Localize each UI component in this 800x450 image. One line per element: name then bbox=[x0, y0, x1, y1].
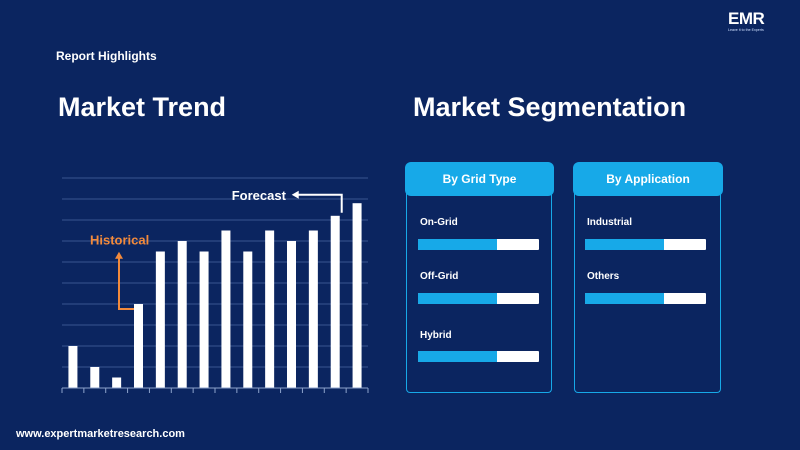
market-trend-title: Market Trend bbox=[58, 92, 227, 122]
segment-item-bar bbox=[418, 351, 539, 362]
segment-item-label: Hybrid bbox=[420, 330, 452, 341]
market-trend-chart: Historical Forecast bbox=[61, 177, 369, 393]
chart-bar bbox=[68, 346, 78, 388]
emr-logo: EMR Leave it to the Experts bbox=[728, 10, 778, 38]
segment-item-label: On-Grid bbox=[420, 217, 458, 228]
report-highlights-label: Report Highlights bbox=[56, 49, 157, 63]
segment-item-bar-fill bbox=[585, 239, 664, 250]
market-segmentation-title: Market Segmentation bbox=[413, 92, 687, 122]
segment-item-label: Off-Grid bbox=[420, 271, 459, 282]
segment-item-bar bbox=[418, 293, 539, 304]
logo-tagline: Leave it to the Experts bbox=[728, 28, 764, 32]
chart-bar bbox=[90, 367, 100, 388]
segment-header-grid-type: By Grid Type bbox=[405, 162, 554, 196]
chart-bar bbox=[243, 251, 253, 388]
segment-header-application: By Application bbox=[573, 162, 723, 196]
segment-item-label: Others bbox=[587, 271, 620, 282]
chart-bar bbox=[155, 251, 165, 388]
segment-item-bar bbox=[585, 293, 706, 304]
chart-bar bbox=[177, 241, 187, 388]
segment-item-bar-fill bbox=[585, 293, 664, 304]
chart-bar bbox=[134, 304, 143, 388]
chart-bar bbox=[112, 377, 122, 388]
chart-bar bbox=[265, 230, 275, 388]
chart-bar bbox=[221, 230, 231, 388]
chart-bar bbox=[199, 251, 209, 388]
segment-panel-grid-type bbox=[406, 180, 552, 393]
forecast-arrow-head bbox=[291, 190, 299, 199]
historical-label: Historical bbox=[90, 233, 149, 248]
chart-bar bbox=[330, 215, 340, 388]
logo-text: EMR bbox=[728, 9, 765, 28]
segment-panel-application bbox=[574, 180, 721, 393]
segment-item-bar-fill bbox=[418, 239, 497, 250]
segment-item-bar bbox=[418, 239, 539, 250]
historical-arrow-line bbox=[118, 257, 134, 310]
segment-item-bar-fill bbox=[418, 293, 497, 304]
chart-bar bbox=[352, 203, 362, 388]
chart-bar bbox=[287, 241, 296, 388]
chart-bar bbox=[308, 230, 318, 388]
segment-item-bar-fill bbox=[418, 351, 497, 362]
footer-url: www.expertmarketresearch.com bbox=[16, 428, 185, 440]
forecast-label: Forecast bbox=[232, 188, 287, 203]
segment-item-label: Industrial bbox=[587, 217, 633, 228]
segment-item-bar bbox=[585, 239, 706, 250]
historical-arrow-head bbox=[115, 251, 123, 259]
forecast-arrow-line bbox=[296, 193, 343, 213]
